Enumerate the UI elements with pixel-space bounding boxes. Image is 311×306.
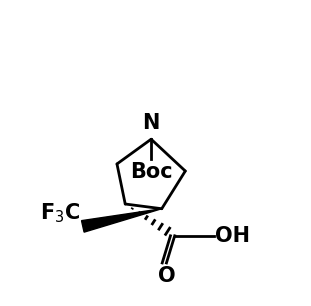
Text: N: N bbox=[142, 113, 160, 133]
Polygon shape bbox=[81, 209, 162, 232]
Text: OH: OH bbox=[215, 226, 250, 246]
Text: O: O bbox=[158, 266, 175, 286]
Text: Boc: Boc bbox=[130, 162, 173, 182]
Text: F$_3$C: F$_3$C bbox=[40, 202, 81, 225]
